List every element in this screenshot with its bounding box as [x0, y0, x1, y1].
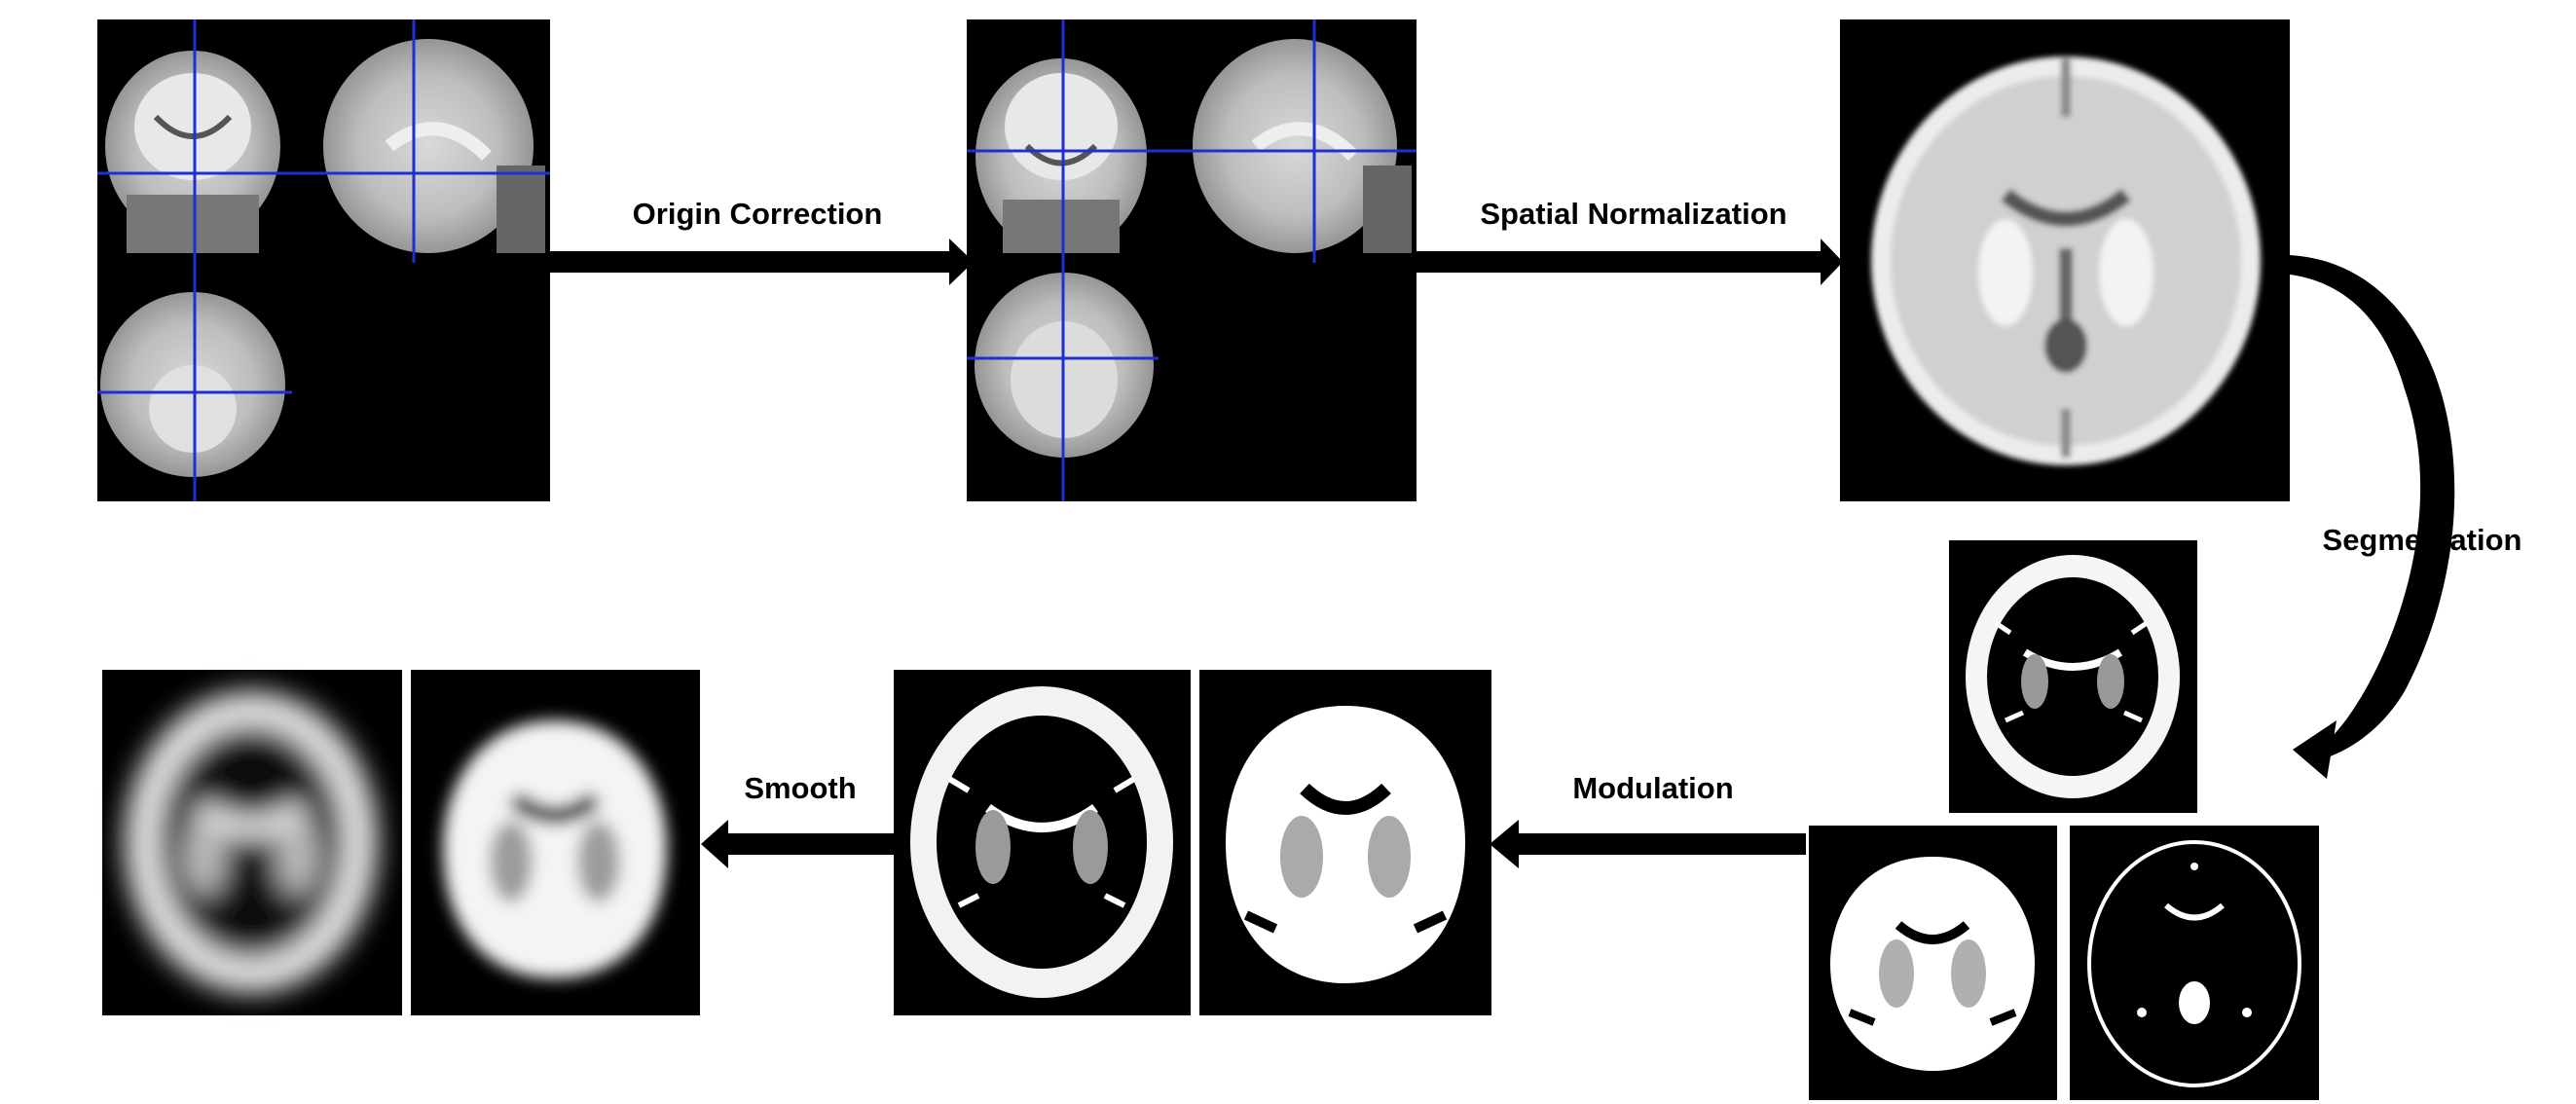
coronal-view: [105, 51, 280, 253]
smoothed-white-matter-panel: [411, 670, 700, 1015]
origin-corrected-triplanar-panel: [967, 19, 1417, 501]
step-label-origin-correction: Origin Correction: [633, 197, 883, 231]
crosshair-lines: [97, 19, 550, 501]
step-label-modulation: Modulation: [1572, 771, 1733, 805]
smoothed-gray-matter-panel: [102, 670, 402, 1015]
arrow-modulation: [1490, 820, 1806, 868]
arrow-segmentation: [2290, 255, 2455, 779]
normalized-brain-panel: [1840, 19, 2290, 501]
segmented-gray-matter-panel: [1949, 540, 2197, 813]
modulated-gray-matter-panel: [894, 670, 1191, 1015]
segmented-white-matter-panel: [1809, 826, 2057, 1100]
axial-view: [100, 292, 285, 477]
step-label-spatial-normalization: Spatial Normalization: [1480, 197, 1786, 231]
raw-mri-triplanar-panel: [97, 19, 550, 501]
sagittal-view: [1193, 39, 1412, 253]
step-label-segmentation: Segmentation: [2323, 523, 2522, 557]
arrow-spatial-normalization: [1417, 239, 1843, 285]
segmented-csf-panel: [2070, 826, 2319, 1100]
modulated-white-matter-panel: [1199, 670, 1491, 1015]
crosshair-lines: [967, 19, 1417, 501]
arrow-origin-correction: [545, 239, 974, 285]
coronal-view: [975, 58, 1147, 253]
arrow-smooth: [701, 820, 896, 868]
sagittal-view: [323, 39, 545, 253]
step-label-smooth: Smooth: [744, 771, 856, 805]
